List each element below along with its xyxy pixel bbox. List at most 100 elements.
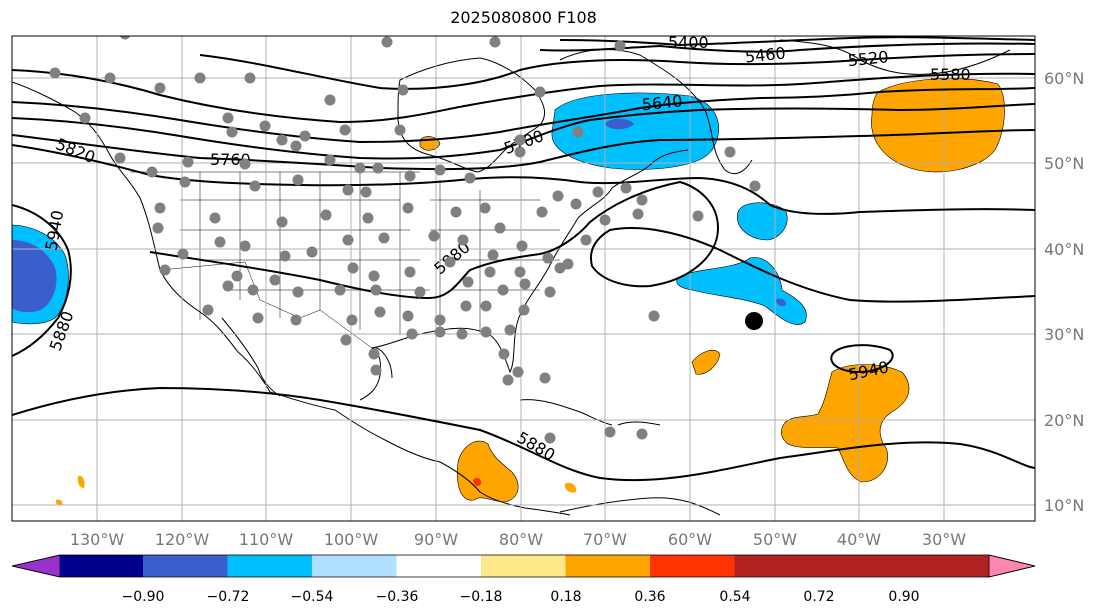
station-dot bbox=[514, 146, 526, 158]
lat-label: 60°N bbox=[1044, 69, 1084, 88]
neg-anomaly-labrador-core bbox=[604, 118, 634, 130]
station-dot bbox=[159, 264, 171, 276]
station-dot bbox=[222, 280, 234, 292]
station-dot bbox=[342, 234, 354, 246]
station-dot bbox=[487, 249, 499, 261]
station-dot bbox=[497, 284, 509, 296]
station-dot bbox=[404, 266, 416, 278]
colorbar bbox=[11, 554, 1036, 578]
station-dot bbox=[202, 304, 214, 316]
colorbar-tick-label: 0.54 bbox=[719, 589, 750, 605]
station-dot bbox=[119, 36, 131, 40]
station-dot bbox=[104, 72, 116, 84]
contour-5880-west bbox=[12, 204, 72, 357]
lat-label: 50°N bbox=[1044, 154, 1084, 173]
station-dot bbox=[414, 286, 426, 298]
station-dot bbox=[368, 348, 380, 360]
station-dot bbox=[249, 180, 261, 192]
station-dot bbox=[434, 314, 446, 326]
station-dot bbox=[428, 230, 440, 242]
station-dot bbox=[484, 266, 496, 278]
colorbar-extend-high bbox=[988, 554, 1036, 578]
station-dot bbox=[636, 194, 648, 206]
station-dot bbox=[214, 236, 226, 248]
colorbar-ticks: −0.90 −0.72 −0.54 −0.36 −0.18 0.18 0.36 … bbox=[122, 589, 920, 605]
station-dot bbox=[518, 304, 530, 316]
station-dot bbox=[636, 428, 648, 440]
colorbar-tick-label: 0.90 bbox=[888, 589, 919, 605]
station-dot bbox=[231, 270, 243, 282]
contour-5520 bbox=[199, 53, 1035, 90]
station-dot bbox=[372, 162, 384, 174]
coastline-hispaniola bbox=[617, 421, 661, 426]
contour-5760 bbox=[12, 129, 1035, 171]
contour-5940-east bbox=[830, 344, 894, 374]
station-dot bbox=[539, 372, 551, 384]
map-frame bbox=[11, 35, 1036, 522]
colorbar-segment bbox=[650, 555, 735, 577]
station-dot bbox=[381, 36, 393, 48]
station-dot bbox=[292, 286, 304, 298]
latitude-labels: 60°N 50°N 40°N 30°N 20°N 10°N bbox=[1044, 69, 1084, 515]
station-dot bbox=[394, 124, 406, 136]
station-dot bbox=[504, 324, 516, 336]
station-dot bbox=[177, 248, 189, 260]
station-dot bbox=[290, 314, 302, 326]
coastline-cuba bbox=[519, 399, 613, 426]
colorbar-segment bbox=[312, 555, 397, 577]
station-dot bbox=[542, 252, 554, 264]
station-dot bbox=[464, 172, 476, 184]
lon-label: 40°W bbox=[837, 530, 881, 549]
contour-label: 5580 bbox=[930, 65, 971, 84]
station-dot bbox=[269, 274, 281, 286]
station-dot bbox=[498, 348, 510, 360]
lon-label: 110°W bbox=[239, 530, 294, 549]
station-dot bbox=[397, 84, 409, 96]
station-dot bbox=[514, 266, 526, 278]
station-dot bbox=[340, 334, 352, 346]
station-dot bbox=[152, 222, 164, 234]
station-dot bbox=[614, 40, 626, 52]
station-dot bbox=[247, 284, 259, 296]
colorbar-segment bbox=[565, 555, 650, 577]
station-markers bbox=[49, 36, 761, 444]
station-dot bbox=[724, 146, 736, 158]
colorbar-tick-label: −0.36 bbox=[376, 589, 419, 605]
colorbar-segment bbox=[396, 555, 481, 577]
contour-5460 bbox=[539, 42, 1035, 53]
colorbar-extend-low bbox=[11, 554, 61, 578]
coastline-south-america bbox=[559, 497, 721, 516]
contour-5880-south bbox=[12, 386, 1035, 482]
lon-label: 70°W bbox=[583, 530, 627, 549]
station-dot bbox=[460, 300, 472, 312]
station-dot bbox=[114, 152, 126, 164]
station-dot bbox=[480, 326, 492, 338]
pos-anomaly-subtropical bbox=[781, 364, 910, 483]
contour-5580 bbox=[12, 69, 1035, 124]
station-dot bbox=[360, 186, 372, 198]
lat-label: 10°N bbox=[1044, 496, 1084, 515]
colorbar-tick-label: 0.18 bbox=[550, 589, 581, 605]
station-dot bbox=[502, 374, 514, 386]
station-dot bbox=[346, 314, 358, 326]
lon-label: 30°W bbox=[922, 530, 966, 549]
contour-label: 5400 bbox=[668, 33, 709, 52]
station-dot bbox=[749, 180, 761, 192]
contour-5400 bbox=[559, 36, 1035, 47]
height-contours bbox=[12, 36, 1035, 482]
contour-label: 5520 bbox=[847, 47, 889, 70]
station-dot bbox=[320, 209, 332, 221]
station-dot bbox=[562, 258, 574, 270]
station-dot bbox=[494, 222, 506, 234]
station-dot bbox=[516, 240, 528, 252]
colorbar-tick-label: 0.36 bbox=[634, 589, 665, 605]
station-dot bbox=[544, 286, 556, 298]
neg-anomaly-atlantic-core bbox=[776, 298, 787, 307]
station-dot bbox=[580, 234, 592, 246]
station-dot bbox=[402, 310, 414, 322]
station-dot bbox=[347, 262, 359, 274]
station-dot bbox=[299, 130, 311, 142]
station-dot bbox=[456, 328, 468, 340]
station-dot bbox=[534, 86, 546, 98]
station-dot bbox=[370, 364, 382, 376]
